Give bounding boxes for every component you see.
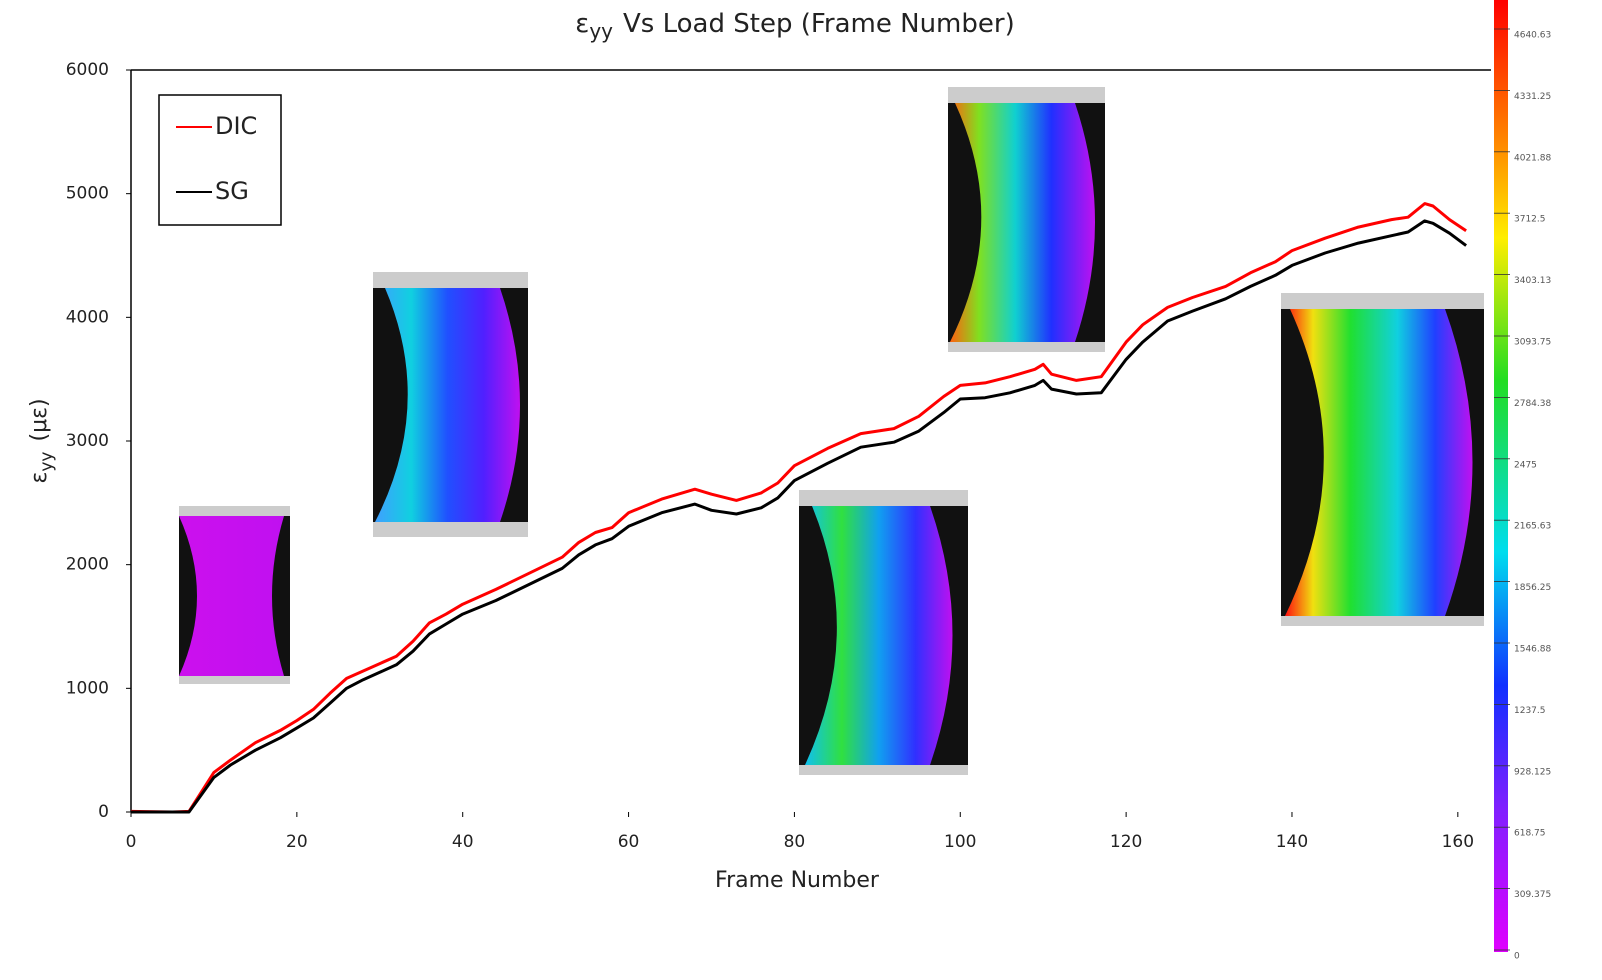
colorbar-label: 0	[1514, 952, 1520, 962]
contour-insets	[179, 87, 1484, 775]
colorbar-label: 2475	[1514, 460, 1537, 470]
y-tick-label: 0	[98, 802, 109, 822]
colorbar-label: 3093.75	[1514, 338, 1551, 348]
legend-label: SG	[215, 177, 249, 205]
colorbar-label: 3403.13	[1514, 276, 1551, 286]
legend: DIC SG	[159, 95, 281, 225]
contour-image	[373, 272, 528, 537]
x-tick-label: 100	[944, 832, 976, 852]
legend-label: DIC	[215, 112, 257, 140]
contour-image	[948, 87, 1105, 352]
colorbar	[1494, 0, 1508, 952]
colorbar-label: 1237.5	[1514, 706, 1546, 716]
contour-image	[799, 490, 968, 775]
series-line	[131, 221, 1466, 812]
colorbar-label: 4640.63	[1514, 31, 1551, 41]
y-axis-label: εyy(με)	[27, 398, 57, 483]
x-tick-label: 120	[1110, 832, 1142, 852]
colorbar-label: 1546.88	[1514, 645, 1551, 655]
colorbar-label: 2165.63	[1514, 522, 1551, 532]
y-tick-label: 6000	[66, 60, 109, 80]
contour-image	[179, 506, 290, 684]
y-tick-label: 5000	[66, 184, 109, 204]
y-tick-label: 2000	[66, 555, 109, 575]
x-tick-label: 80	[784, 832, 806, 852]
y-tick-label: 1000	[66, 678, 109, 698]
colorbar-label: 928.125	[1514, 767, 1551, 777]
x-axis-label: Frame Number	[715, 868, 880, 893]
colorbar-label: 618.75	[1514, 829, 1546, 839]
x-tick-label: 0	[126, 832, 137, 852]
colorbar-label: 2784.38	[1514, 399, 1551, 409]
x-tick-label: 140	[1276, 832, 1308, 852]
series-line	[131, 204, 1466, 812]
x-tick-label: 60	[618, 832, 640, 852]
x-tick-label: 40	[452, 832, 474, 852]
y-tick-label: 3000	[66, 431, 109, 451]
chart: εyyVs Load Step (Frame Number) Frame Num…	[0, 0, 1602, 980]
x-tick-label: 160	[1442, 832, 1474, 852]
y-tick-label: 4000	[66, 307, 109, 327]
colorbar-label: 3712.5	[1514, 215, 1546, 225]
x-tick-label: 20	[286, 832, 308, 852]
colorbar-label: 4331.25	[1514, 92, 1551, 102]
colorbar-label: 309.375	[1514, 890, 1551, 900]
contour-image	[1281, 293, 1484, 626]
colorbar-label: 4021.88	[1514, 153, 1551, 163]
colorbar-label: 1856.25	[1514, 583, 1551, 593]
